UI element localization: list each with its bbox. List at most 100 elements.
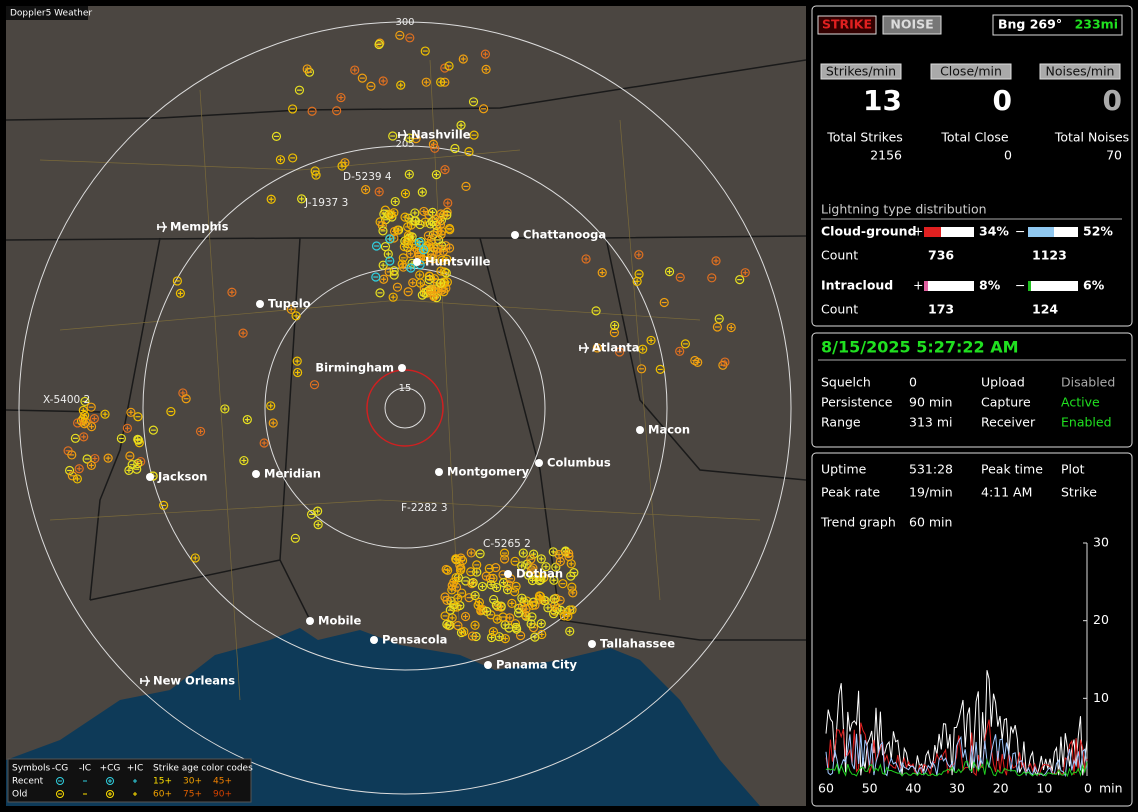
y-tick-label: 30: [1093, 535, 1109, 550]
stats-text: 4:11 AM: [981, 485, 1032, 500]
city-label: Huntsville: [425, 255, 491, 269]
strike-symbol: [469, 130, 479, 140]
strike-symbol: [374, 187, 384, 197]
city-dot: [484, 661, 492, 669]
strike-symbol: [583, 256, 589, 262]
strike-symbol: [711, 256, 721, 266]
strike-symbol: [400, 264, 406, 270]
strike-symbol: [555, 595, 565, 605]
strike-symbol: [380, 78, 386, 84]
strike-symbol: [306, 509, 317, 520]
strike-symbol: [566, 559, 576, 569]
pct-bar: [924, 281, 928, 291]
range-ring: [18, 21, 792, 795]
city-label: Pensacola: [382, 633, 447, 647]
strike-symbol: [175, 288, 185, 299]
strike-symbol: [402, 214, 408, 220]
strike-symbol: [551, 562, 561, 572]
strike-symbol: [74, 464, 84, 474]
city-dot: [252, 470, 260, 478]
strike-symbol: [557, 558, 563, 564]
strike-symbol: [310, 166, 320, 176]
strike-symbol: [517, 561, 527, 571]
strike-symbol: [86, 460, 96, 471]
strike-symbol: [433, 172, 439, 178]
strike-symbol: [541, 562, 551, 572]
stats-text: Uptime: [821, 462, 867, 477]
strike-symbol: [677, 348, 683, 354]
legend-header: +CG: [100, 764, 121, 774]
strike-symbol: [116, 433, 126, 444]
status-text: Persistence: [821, 395, 893, 410]
strike-symbol: [449, 615, 455, 621]
strike-symbol: [268, 403, 274, 409]
rate-label: Noises/min: [1046, 64, 1115, 79]
strike-symbol: [491, 600, 501, 610]
strike-symbol: [534, 591, 545, 601]
strike-symbol: [72, 474, 82, 484]
strike-symbol: [438, 280, 444, 286]
strike-symbol: [549, 594, 559, 604]
strike-button-label: STRIKE: [822, 17, 872, 32]
strike-symbol: [436, 266, 446, 276]
stats-text: Peak rate: [821, 485, 880, 500]
strike-symbol: [396, 80, 406, 90]
count-label: Count: [821, 302, 858, 317]
legend-age: 60+: [153, 790, 172, 800]
strike-symbol: [740, 268, 750, 278]
pct-bar: [924, 227, 941, 237]
strike-symbol: [485, 573, 495, 584]
strike-symbol: [528, 621, 534, 627]
strike-symbol: [417, 280, 423, 286]
strike-symbol: [529, 577, 535, 583]
strike-symbol: [409, 234, 415, 240]
strike-symbol: [591, 306, 601, 316]
strike-symbol: [427, 249, 437, 259]
city-label: Meridian: [264, 467, 321, 481]
strike-symbol: [177, 290, 183, 296]
strike-symbol: [261, 440, 267, 446]
strike-symbol: [89, 414, 99, 424]
strike-symbol: [527, 565, 537, 575]
rate-value: 0: [993, 84, 1012, 117]
strike-symbol: [444, 243, 455, 253]
strike-symbol: [350, 65, 360, 75]
rate-label: Close/min: [940, 64, 1002, 79]
strike-symbol: [609, 327, 619, 338]
strike-symbol: [509, 600, 515, 606]
strike-symbol: [406, 171, 412, 177]
status-text: Upload: [981, 375, 1025, 390]
strike-symbol: [527, 612, 537, 622]
city-label: Jackson: [157, 470, 207, 484]
strike-symbol: [634, 278, 640, 284]
strike-symbol: [271, 131, 282, 141]
strike-symbol: [80, 396, 90, 407]
legend-box: [7, 758, 252, 803]
stats-text: Plot: [1061, 462, 1085, 477]
strike-symbol: [474, 569, 480, 575]
rate-value: 0: [1103, 84, 1122, 117]
legend-row-label: Recent: [12, 777, 44, 787]
pct-track: [924, 281, 974, 291]
strike-symbol: [680, 339, 691, 349]
strike-symbol: [527, 575, 538, 586]
legend-symbol: [108, 792, 112, 796]
strike-symbol: [451, 572, 461, 583]
strike-symbol: [538, 621, 544, 627]
strike-symbol: [636, 364, 647, 374]
strike-symbol: [406, 249, 416, 259]
strike-symbol: [277, 157, 283, 163]
strike-symbol: [423, 79, 429, 85]
noise-button: [882, 15, 942, 35]
strike-symbol: [498, 612, 508, 622]
stats-text: Peak time: [981, 462, 1043, 477]
strike-symbol: [92, 456, 98, 462]
pct-label: 52%: [1083, 224, 1113, 239]
stats-text: Strike: [1061, 485, 1097, 500]
strike-symbol: [499, 548, 510, 558]
strike-symbol: [720, 357, 730, 367]
strike-symbol: [520, 550, 526, 556]
strike-symbol: [488, 627, 498, 637]
strike-symbol: [294, 85, 305, 95]
type-sign: −: [1015, 224, 1025, 239]
